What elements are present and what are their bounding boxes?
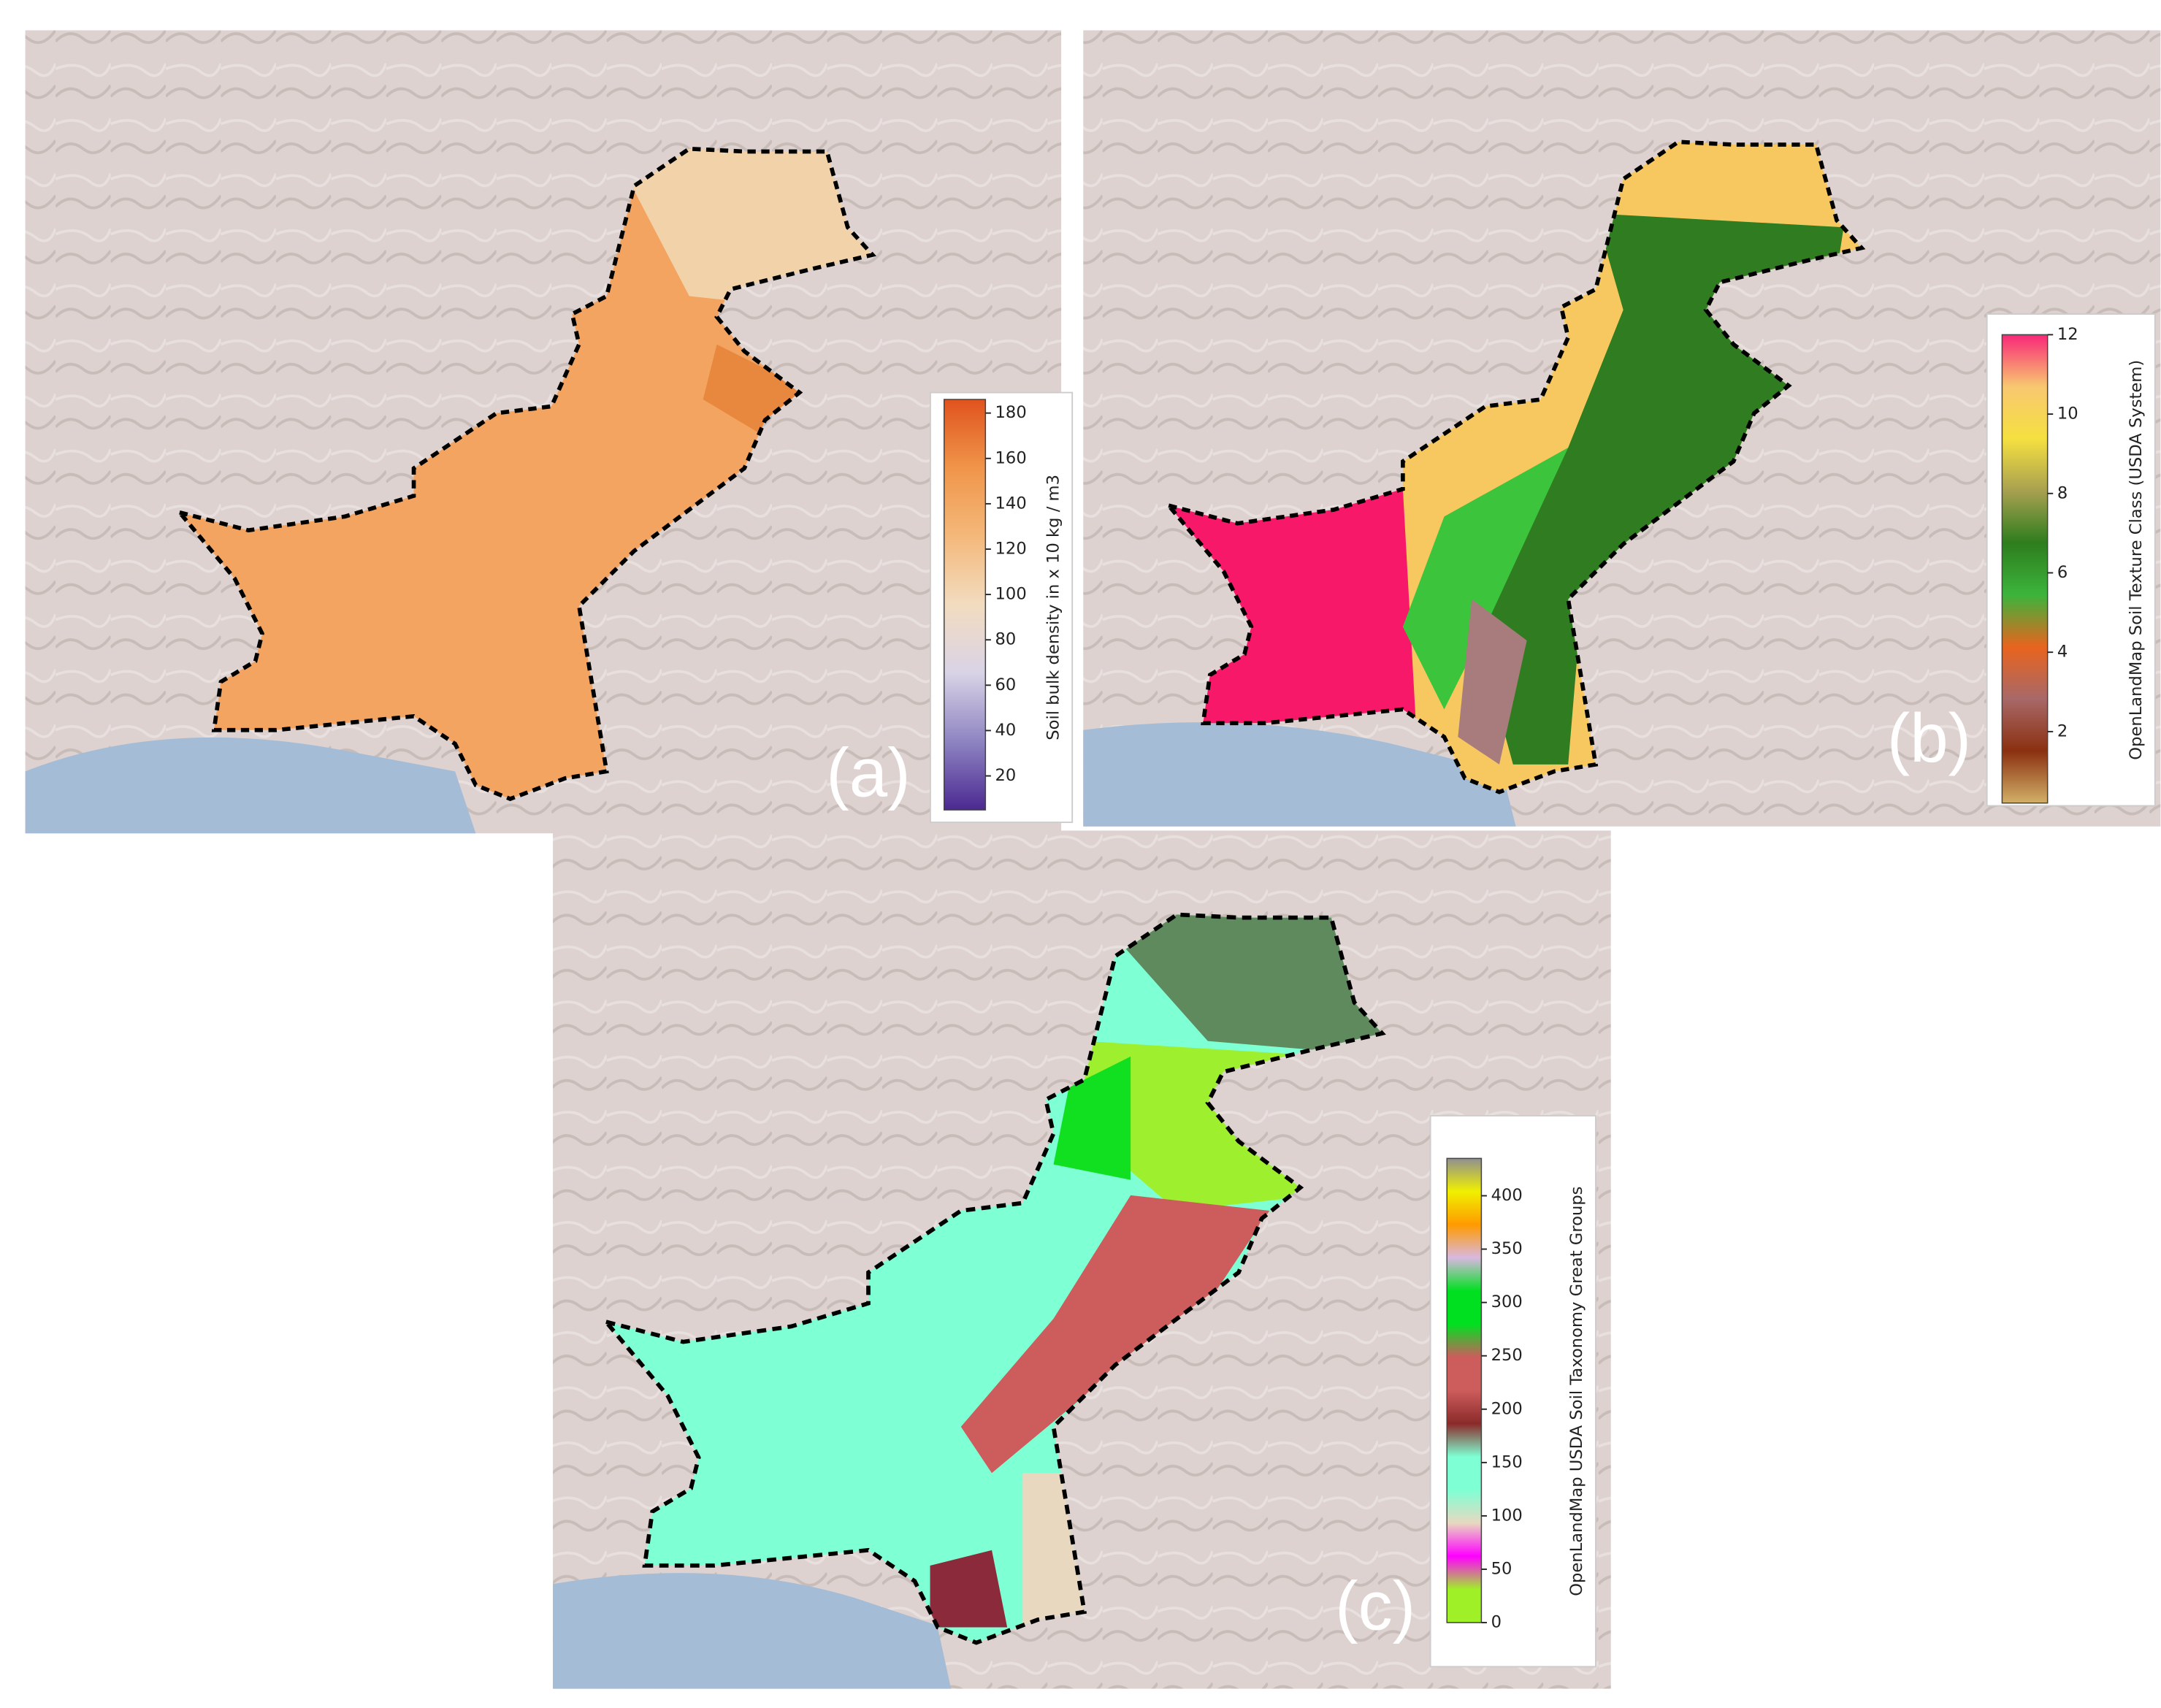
- sea: [1083, 722, 1516, 827]
- panel-label: (a): [826, 734, 910, 811]
- sea: [553, 1573, 952, 1689]
- colorbar-tick-label: 4: [2057, 643, 2068, 662]
- colorbar-tick-label: 10: [2057, 405, 2078, 424]
- colorbar-tick-label: 120: [995, 539, 1027, 558]
- colorbar-gradient: [944, 399, 987, 811]
- colorbar-label: OpenLandMap USDA Soil Taxonomy Great Gro…: [1567, 1187, 1586, 1596]
- panel-b: [1083, 30, 2161, 827]
- colorbar-tick-label: 250: [1491, 1346, 1523, 1365]
- panel-label: (b): [1887, 700, 1971, 776]
- colorbar: 20 40 60 80 100 120 140 160 180 Soil bulk density…: [929, 391, 1074, 824]
- colorbar-label: OpenLandMap Soil Texture Class (USDA Sys…: [2127, 360, 2146, 760]
- colorbar-tick-label: 20: [995, 766, 1017, 785]
- colorbar-gradient: [1446, 1157, 1483, 1623]
- colorbar-tick-label: 300: [1491, 1293, 1523, 1311]
- colorbar-tick-label: 400: [1491, 1186, 1523, 1205]
- colorbar-tick-label: 60: [995, 675, 1017, 694]
- panel-label: (c): [1335, 1567, 1415, 1644]
- colorbar-label: Soil bulk density in x 10 kg / m3: [1044, 475, 1063, 740]
- colorbar-tick-label: 160: [995, 448, 1027, 467]
- colorbar-tick-label: 8: [2057, 483, 2068, 502]
- panel-a: [25, 30, 1062, 834]
- colorbar: 2 4 6 8 10 12 OpenLandMap Soil Texture Class (…: [1986, 313, 2156, 807]
- colorbar-tick-label: 100: [1491, 1506, 1523, 1525]
- sea: [25, 737, 476, 834]
- colorbar-tick-label: 80: [995, 630, 1017, 649]
- colorbar-gradient: [2001, 334, 2049, 804]
- colorbar-tick-label: 200: [1491, 1399, 1523, 1418]
- colorbar-tick-label: 40: [995, 721, 1017, 740]
- colorbar: 0 50 100 150 200 250 300 350 400 OpenLandMap USDA…: [1429, 1114, 1596, 1668]
- colorbar-tick-label: 100: [995, 585, 1027, 604]
- colorbar-tick-label: 150: [1491, 1452, 1523, 1471]
- colorbar-tick-label: 12: [2057, 325, 2078, 344]
- colorbar-tick-label: 140: [995, 494, 1027, 513]
- colorbar-tick-label: 2: [2057, 721, 2068, 740]
- colorbar-tick-label: 0: [1491, 1613, 1502, 1632]
- colorbar-tick-label: 350: [1491, 1239, 1523, 1258]
- country: [606, 903, 1393, 1643]
- colorbar-tick-label: 50: [1491, 1559, 1512, 1578]
- colorbar-tick-label: 6: [2057, 563, 2068, 582]
- colorbar-tick-label: 180: [995, 403, 1027, 422]
